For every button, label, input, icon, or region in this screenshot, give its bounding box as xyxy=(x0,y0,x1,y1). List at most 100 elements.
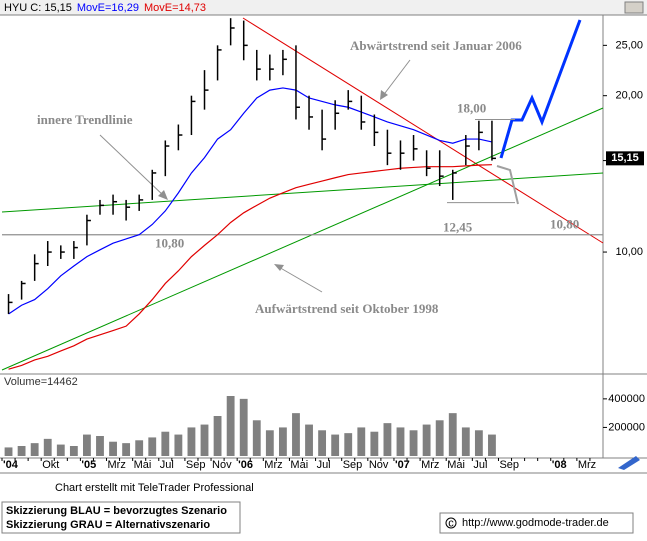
arrow-head xyxy=(380,90,388,100)
arrow-head xyxy=(274,264,284,271)
volume-bar xyxy=(56,444,65,456)
volume-bar xyxy=(252,420,261,456)
volume-bar xyxy=(357,427,366,456)
volume-bar xyxy=(383,423,392,456)
volume-bar xyxy=(409,430,418,456)
x-tick-label: Mrz xyxy=(264,459,282,471)
x-tick-label: Sep xyxy=(499,459,519,471)
volume-bar xyxy=(187,427,196,456)
volume-bar xyxy=(318,430,327,456)
volume-bar xyxy=(135,440,144,456)
x-tick-label: Mrz xyxy=(421,459,439,471)
volume-bar xyxy=(174,434,183,456)
blue-scenario xyxy=(499,19,582,159)
volume-bar xyxy=(4,447,13,456)
x-tick-label: Jul xyxy=(473,459,487,471)
annotation: innere Trendlinie xyxy=(37,112,133,127)
x-tick-label: '05 xyxy=(81,459,96,471)
volume-bar xyxy=(331,434,340,456)
x-tick-label: Mai xyxy=(447,459,465,471)
volume-bar xyxy=(148,437,157,456)
volume-bar xyxy=(226,396,235,456)
level-label: 10,80 xyxy=(550,217,579,232)
volume-bar xyxy=(30,443,39,456)
annotation: Aufwärtstrend seit Oktober 1998 xyxy=(255,301,439,316)
arrow xyxy=(276,265,323,293)
legend-note: Skizzierung BLAU = bevorzugtes Szenario xyxy=(6,505,227,517)
arrow xyxy=(381,59,411,98)
x-tick-label: Mrz xyxy=(578,459,596,471)
x-tick-label: Sep xyxy=(343,459,363,471)
legend-entry: MovE=14,73 xyxy=(144,2,206,14)
y-tick-label: 10,00 xyxy=(615,246,643,258)
tool-icon[interactable] xyxy=(618,456,640,470)
x-tick-label: Mai xyxy=(290,459,308,471)
volume-bar xyxy=(305,424,313,456)
volume-bar xyxy=(488,434,496,456)
volume-bar xyxy=(292,413,300,456)
x-tick-label: Mrz xyxy=(108,459,126,471)
last-price-box xyxy=(606,151,644,166)
volume-bar xyxy=(43,438,52,456)
downtrend-line xyxy=(242,17,604,244)
legend-entry: MovE=16,29 xyxy=(77,2,139,14)
url[interactable]: http://www.godmode-trader.de xyxy=(462,517,609,529)
legend-box xyxy=(1,501,241,534)
legend-note: Skizzierung GRAU = Alternativszenario xyxy=(6,519,210,531)
volume-bar xyxy=(435,420,444,456)
volume-bar xyxy=(213,416,222,456)
y-tick-label: 20,00 xyxy=(615,90,643,102)
x-tick-label: Okt xyxy=(42,459,59,471)
volume-bar xyxy=(422,424,431,456)
copyright-icon-c: c xyxy=(448,517,454,529)
x-tick-label: Mai xyxy=(134,459,152,471)
level-label: 12,45 xyxy=(443,220,473,235)
x-tick-label: Nov xyxy=(369,459,389,471)
arrow-head xyxy=(158,190,168,200)
annotation: Abwärtstrend seit Januar 2006 xyxy=(350,38,522,53)
x-tick-label: Jul xyxy=(160,459,174,471)
volume-bar xyxy=(370,431,379,456)
copyright-icon xyxy=(445,517,457,529)
moving-average xyxy=(8,87,493,315)
volume-tick-label: 400000 xyxy=(608,393,645,405)
volume-bar xyxy=(109,441,117,456)
y-tick-label: 25,00 xyxy=(615,39,643,51)
volume-bar xyxy=(278,427,287,456)
volume-bar xyxy=(461,427,470,456)
volume-bar xyxy=(265,430,274,456)
volume-bar xyxy=(69,446,78,456)
level-label: 10,80 xyxy=(155,236,184,251)
credit: Chart erstellt mit TeleTrader Profession… xyxy=(55,482,254,494)
x-tick-label: '07 xyxy=(395,459,410,471)
last-price-label: 15,15 xyxy=(611,152,639,164)
x-tick-label: Nov xyxy=(212,459,232,471)
x-tick-label: '04 xyxy=(3,459,19,471)
volume-bar xyxy=(17,446,26,456)
x-tick-label: '06 xyxy=(238,459,253,471)
volume-tick-label: 200000 xyxy=(608,421,645,433)
gray-scenario xyxy=(496,165,519,205)
volume-bar xyxy=(122,443,131,456)
volume-bar xyxy=(239,398,248,456)
chart-title: HYU C: 15,15 xyxy=(4,2,72,14)
volume-bar xyxy=(200,424,209,456)
plot: 10,0015,0020,0025,0018,0012,4510,8010,80… xyxy=(1,18,645,471)
volume-bar xyxy=(396,427,405,456)
x-tick-label: '08 xyxy=(552,459,567,471)
header-bar xyxy=(0,0,647,15)
arrow xyxy=(99,134,166,198)
volume-bar xyxy=(96,436,104,456)
volume-bar xyxy=(161,431,170,456)
moving-average xyxy=(8,164,492,370)
corner-button[interactable] xyxy=(624,1,644,14)
volume-bar xyxy=(448,413,457,456)
url-box xyxy=(439,512,634,534)
volume-bar xyxy=(344,433,353,456)
x-tick-label: Jul xyxy=(317,459,331,471)
volume-bar xyxy=(83,434,91,456)
volume-bar xyxy=(474,430,483,456)
volume-label: Volume=14462 xyxy=(4,376,78,388)
x-tick-label: Sep xyxy=(186,459,206,471)
